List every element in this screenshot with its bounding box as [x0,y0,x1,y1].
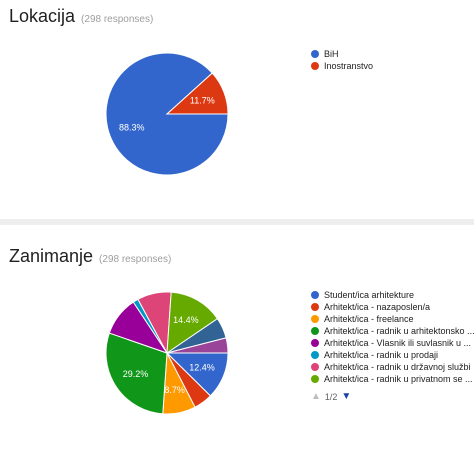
legend-swatch [311,351,319,359]
legend-item[interactable]: Arhitekt/ica - radnik u državnoj službi [311,361,474,373]
chart-title: Lokacija (298 responses) [9,6,153,27]
legend-swatch [311,303,319,311]
legend-label: Inostranstvo [324,61,374,71]
legend-item[interactable]: Arhitekt/ica - radnik u prodaji [311,349,474,361]
slice-data-label: 14.4% [173,315,199,325]
legend-item[interactable]: Student/ica arhitekture [311,289,474,301]
legend-item[interactable]: Arhitekt/ica - nazaposlen/a [311,301,474,313]
legend-item[interactable]: Inostranstvo [311,60,373,72]
legend-label: Arhitekt/ica - radnik u državnoj službi [324,362,471,372]
legend-item[interactable]: Arhitekt/ica - freelance [311,313,474,325]
legend-page-indicator: 1/2 [324,391,338,402]
legend-item[interactable]: Arhitekt/ica - Vlasnik ili suvlasnik u .… [311,337,474,349]
legend-label: Arhitekt/ica - nazaposlen/a [324,302,431,312]
legend-swatch [311,375,319,383]
legend-swatch [311,291,319,299]
legend-item[interactable]: Arhitekt/ica - radnik u privatnom se ... [311,373,474,385]
legend-label: Student/ica arhitekture [324,290,415,300]
slice-data-label: 11.7% [190,95,215,105]
legend-pager: ▲ 1/2 ▼ [311,391,474,402]
triangle-down-icon[interactable]: ▼ [341,391,352,402]
pie-slice-bih[interactable] [105,52,229,176]
pie-slice-arhitekt-ica-radnik-u-arhitektonsko[interactable] [105,332,168,415]
legend-label: Arhitekt/ica - radnik u privatnom se ... [324,374,473,384]
chart-title: Zanimanje (298 responses) [9,246,171,267]
legend-swatch [311,315,319,323]
legend-swatch [311,327,319,335]
legend-label: Arhitekt/ica - freelance [324,314,414,324]
legend-swatch [311,62,319,70]
chart-panel-zanimanje: Zanimanje (298 responses) 12.4% 8.7% 29.2% 1… [0,225,474,474]
section-divider [0,219,474,225]
legend-swatch [311,363,319,371]
slice-data-label: 88.3% [119,123,145,133]
pie-slice-arhitekt-ica-radnik-u-privatnom-se[interactable] [166,291,219,354]
slice-data-label: 29.2% [123,369,149,379]
pie-slice-9[interactable] [166,337,229,354]
legend-swatch [311,339,319,347]
legend-label: Arhitekt/ica - Vlasnik ili suvlasnik u .… [324,338,472,348]
chart-legend: Student/ica arhitekture Arhitekt/ica - na… [311,289,474,402]
legend-item[interactable]: Arhitekt/ica - radnik u arhitektonsko ..… [311,325,474,337]
legend-item[interactable]: BiH [311,48,373,60]
slice-data-label: 8.7% [164,385,185,395]
slice-data-label: 12.4% [189,362,215,372]
legend-label: BiH [324,49,339,59]
chart-legend: BiH Inostranstvo [311,48,373,72]
response-count: (298 responses) [81,14,154,25]
response-count: (298 responses) [99,254,172,265]
legend-swatch [311,50,319,58]
pie-chart: 12.4% 8.7% 29.2% 14.4% [105,291,229,415]
legend-label: Arhitekt/ica - radnik u arhitektonsko ..… [324,326,474,336]
chart-title-text: Zanimanje [9,246,94,266]
pie-chart: 88.3% 11.7% [105,52,229,176]
legend-label: Arhitekt/ica - radnik u prodaji [324,350,439,360]
triangle-up-icon[interactable]: ▲ [311,391,321,402]
chart-panel-lokacija: Lokacija (298 responses) 88.3% 11.7% BiH In… [0,0,474,219]
pie-slice-inostranstvo[interactable] [165,72,229,115]
chart-title-text: Lokacija [9,6,76,26]
